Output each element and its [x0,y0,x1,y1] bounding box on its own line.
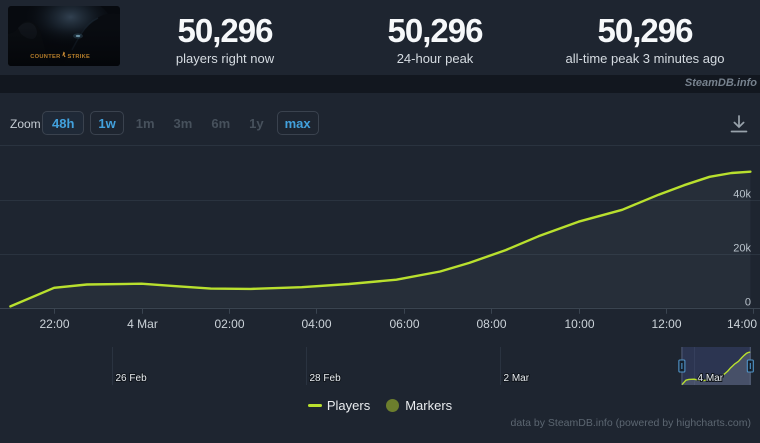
svg-text:06:00: 06:00 [389,317,419,331]
svg-text:08:00: 08:00 [476,317,506,331]
legend-circle-swatch [386,399,400,412]
stat-value: 50,296 [387,11,484,49]
stat-value: 50,296 [177,11,274,49]
player-stats: 50,296 players right now 50,296 24-hour pea… [120,0,750,75]
svg-text:40k: 40k [733,189,751,201]
chart-legend: Players Markers [0,398,760,413]
svg-text:0: 0 [745,297,751,309]
stat-block: 50,296 24-hour peak [330,0,540,75]
zoom-button-max[interactable]: max [276,111,319,135]
svg-text:4 Mar: 4 Mar [698,373,724,384]
svg-text:STRIKE: STRIKE [68,54,91,60]
stat-block: 50,296 all-time peak 3 minutes ago [540,0,750,75]
zoom-button-1w[interactable]: 1w [90,111,124,135]
svg-text:20k: 20k [733,243,751,255]
zoom-button-3m: 3m [173,115,193,131]
legend-item-players[interactable]: Players [307,398,371,413]
zoom-label: Zoom [10,117,41,131]
chart-credits: data by SteamDB.info (powered by highcha… [510,417,751,429]
chart-toolbar: Zoom 48h 1w 1m 3m 6m 1y max [0,111,760,137]
svg-text:12:00: 12:00 [651,317,681,331]
svg-text:COUNTER: COUNTER [30,54,60,60]
download-icon[interactable] [730,114,748,134]
zoom-button-6m: 6m [211,115,231,131]
legend-item-label: Markers [405,398,453,413]
svg-text:26 Feb: 26 Feb [116,373,148,384]
stat-label: players right now [175,50,275,66]
navigator-left-handle[interactable] [678,359,686,373]
watermark-band: SteamDB.info [0,75,760,93]
players-line-chart[interactable]: 0 20k 40k 22:00 4 Mar 02:00 04:00 06:00 08:00 10:… [0,93,760,443]
stat-label: 24-hour peak [396,50,474,66]
game-capsule-image[interactable]: COUNTER STRIKE [8,6,120,66]
svg-text:4 Mar: 4 Mar [127,317,158,331]
svg-text:2 Mar: 2 Mar [504,373,530,384]
zoom-button-1m: 1m [135,115,155,131]
steamdb-watermark: SteamDB.info [684,77,757,89]
svg-text:28 Feb: 28 Feb [310,373,342,384]
legend-item-markers[interactable]: Markers [386,398,452,413]
svg-text:10:00: 10:00 [564,317,594,331]
legend-item-label: Players [326,398,371,413]
legend-line-swatch [307,404,322,407]
stat-block: 50,296 players right now [120,0,330,75]
zoom-range-buttons: 48h 1w 1m 3m 6m 1y max [42,111,325,135]
app-header: COUNTER STRIKE 50,296 players right now 50… [0,0,760,75]
svg-text:14:00: 14:00 [727,317,757,331]
svg-text:22:00: 22:00 [39,317,69,331]
navigator-right-handle[interactable] [746,359,754,373]
svg-text:02:00: 02:00 [214,317,244,331]
svg-text:04:00: 04:00 [301,317,331,331]
stat-label: all-time peak 3 minutes ago [565,50,725,66]
zoom-button-1y: 1y [249,115,264,131]
zoom-button-48h[interactable]: 48h [42,111,85,135]
counter-strike-capsule-art: COUNTER STRIKE [8,6,120,66]
stat-value: 50,296 [597,11,694,49]
